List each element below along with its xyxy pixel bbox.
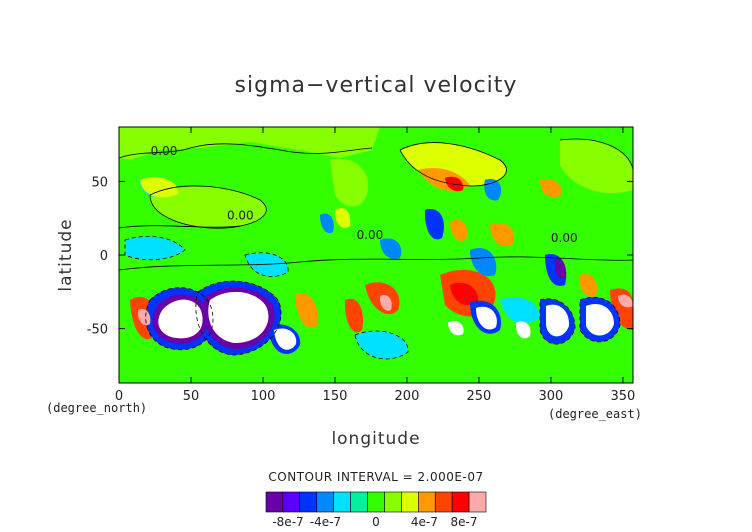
field-region (470, 248, 497, 277)
contour-line (579, 296, 621, 343)
colorbar-tick-label: 4e-7 (411, 515, 438, 529)
colorbar-swatch (451, 491, 470, 513)
x-tick-label: 350 (611, 389, 636, 404)
contour-line (119, 256, 633, 271)
contour-label: 0.00 (227, 209, 254, 223)
field-region (344, 298, 364, 333)
contour-label: 0.00 (551, 231, 578, 245)
field-region (150, 185, 267, 229)
colorbar-swatch (434, 491, 453, 513)
y-axis-ticks: 50 0 -50 (87, 175, 633, 338)
x-axis-title: longitude (331, 429, 420, 449)
contour-line (149, 185, 267, 229)
field-region (618, 294, 633, 308)
colorbar-swatch (384, 491, 402, 513)
field-region (500, 297, 540, 324)
field-region (448, 320, 464, 336)
contour-lines (119, 138, 633, 271)
field-region (295, 293, 319, 329)
field-region (245, 252, 289, 277)
contour-line (119, 143, 373, 159)
field-region (137, 308, 151, 326)
colorbar-swatch (367, 491, 385, 513)
field-region (320, 213, 334, 234)
field-region (119, 127, 380, 160)
y-tick-label: 50 (91, 175, 108, 190)
contour-line (559, 138, 633, 171)
y-tick-label: -50 (87, 323, 108, 338)
x-tick-label: 50 (183, 389, 200, 404)
field-region (554, 259, 566, 279)
colorbar-tick-label: 8e-7 (451, 515, 478, 529)
colorbar-swatch (401, 491, 419, 513)
colorbar-swatch (265, 491, 284, 513)
field-region (380, 238, 402, 260)
contour-field (119, 127, 633, 383)
colorbar-tick-label: -4e-7 (310, 515, 341, 529)
x-tick-label: 200 (395, 389, 420, 404)
contour-label: 0.00 (151, 144, 178, 158)
colorbar-tick-label: 0 (372, 515, 380, 529)
contour-line (124, 235, 186, 261)
contour-line (399, 142, 507, 187)
field-region (274, 328, 297, 350)
field-region (579, 273, 598, 297)
field-region (158, 299, 203, 339)
dashed-contours (124, 235, 621, 360)
colorbar-swatch (418, 491, 436, 513)
field-region (450, 282, 479, 306)
field-region (540, 179, 562, 198)
colorbar-labels: -8e-7 -4e-7 0 4e-7 8e-7 (272, 515, 477, 529)
field-region (208, 291, 269, 344)
field-region (586, 304, 614, 336)
colorbar-swatch (299, 491, 318, 513)
colorbar-swatch (468, 491, 487, 513)
field-region (334, 207, 351, 229)
contour-line (145, 287, 214, 351)
contour-labels: 0.00 0.00 0.00 0.00 (151, 144, 578, 245)
x-tick-label: 250 (467, 389, 492, 404)
field-region (490, 222, 515, 247)
field-region (125, 236, 185, 260)
field-region (450, 219, 468, 242)
colorbar-tick-label: -8e-7 (272, 515, 303, 529)
field-region (355, 331, 409, 359)
contour-line (244, 252, 289, 277)
colorbar-swatch (316, 491, 334, 513)
x-axis-unit: (degree_east) (548, 407, 642, 421)
field-region (379, 294, 392, 311)
contour-line (354, 330, 409, 360)
field-region (424, 209, 445, 240)
y-tick-label: 0 (100, 249, 108, 264)
colorbar (265, 491, 487, 513)
x-tick-label: 100 (251, 389, 276, 404)
chart-title: sigma−vertical velocity (235, 73, 518, 98)
colorbar-swatch (333, 491, 351, 513)
contour-line (119, 225, 241, 229)
x-tick-label: 0 (115, 389, 123, 404)
contour-label: 0.00 (357, 228, 384, 242)
field-region (546, 304, 570, 337)
field-region (476, 306, 497, 330)
contour-line (195, 280, 282, 356)
contour-line (539, 298, 576, 345)
colorbar-swatch (282, 491, 301, 513)
field-region (515, 321, 531, 339)
y-axis-unit: (degree_north) (46, 401, 147, 415)
x-tick-label: 300 (539, 389, 564, 404)
field-region (330, 159, 369, 207)
field-region (140, 177, 179, 198)
y-axis-title: latitude (56, 218, 76, 291)
field-region (560, 139, 633, 194)
contour-interval-text: CONTOUR INTERVAL = 2.000E-07 (268, 470, 483, 484)
x-axis-ticks: 0 50 100 150 200 250 300 350 (115, 127, 635, 404)
x-tick-label: 150 (323, 389, 348, 404)
colorbar-swatch (350, 491, 368, 513)
